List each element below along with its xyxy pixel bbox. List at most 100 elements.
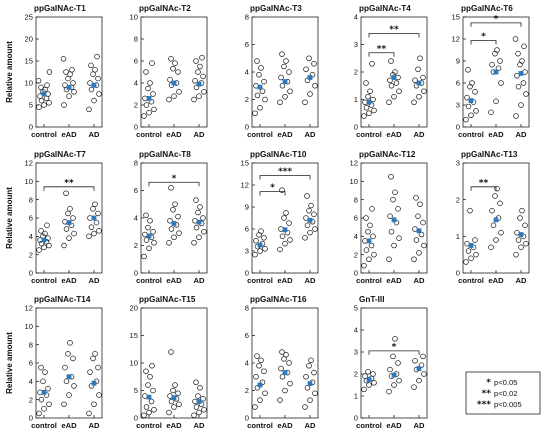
data-point <box>90 206 96 212</box>
data-point <box>63 378 70 385</box>
legend-frame <box>465 371 541 415</box>
data-point <box>370 233 376 240</box>
data-point <box>61 102 67 108</box>
data-point <box>46 401 52 408</box>
data-point <box>200 395 206 402</box>
data-point <box>256 232 262 238</box>
data-point <box>172 201 178 208</box>
data-point <box>361 262 367 269</box>
data-point <box>306 207 312 214</box>
panel-title: ppGalNAc-T4 <box>359 4 411 13</box>
mean-marker <box>66 85 72 90</box>
data-point <box>172 382 178 388</box>
y-tick-label: 10 <box>25 177 33 186</box>
y-tick-label: 6 <box>245 331 249 340</box>
y-tick-label: 0 <box>134 123 138 132</box>
data-point <box>281 63 287 70</box>
y-tick-label: 25 <box>25 13 33 22</box>
data-point <box>286 220 292 226</box>
y-axis-label: Relative amount <box>5 332 14 394</box>
data-point <box>498 80 504 86</box>
data-point <box>262 390 268 397</box>
data-point <box>198 401 205 408</box>
data-point <box>87 369 93 375</box>
data-point <box>151 239 157 246</box>
data-point <box>412 77 418 84</box>
data-point <box>515 237 522 243</box>
data-point <box>256 362 262 369</box>
data-point <box>151 106 157 113</box>
y-tick-label: 0 <box>354 123 358 132</box>
data-point <box>368 102 375 108</box>
mean-marker <box>366 99 372 105</box>
x-tick-label: eAD <box>277 276 293 285</box>
y-tick-label: 2 <box>354 68 358 77</box>
data-point <box>36 104 42 110</box>
data-point <box>195 209 201 216</box>
mean-marker <box>518 232 524 237</box>
data-point <box>90 71 96 77</box>
data-point <box>416 93 422 100</box>
data-point <box>513 113 519 119</box>
data-point <box>258 228 264 234</box>
panel-title: ppGalNAc-T1 <box>34 4 86 13</box>
data-point <box>66 392 72 398</box>
y-tick-label: 3 <box>245 247 249 256</box>
data-point <box>519 207 525 214</box>
data-point <box>141 113 147 119</box>
y-tick-label: 4 <box>134 214 138 223</box>
data-point <box>515 83 522 90</box>
data-point <box>467 83 473 90</box>
data-point <box>175 69 181 75</box>
data-point <box>421 371 427 377</box>
panel-title: ppGalNAc-T15 <box>139 295 196 304</box>
y-tick-label: 6 <box>354 214 358 223</box>
significance-stars: ** <box>479 178 489 188</box>
x-tick-label: control <box>136 421 162 430</box>
y-tick-label: 12 <box>25 159 33 168</box>
data-point <box>494 47 500 53</box>
data-point <box>88 383 95 389</box>
data-point <box>421 88 427 95</box>
x-tick-label: eAD <box>488 276 504 285</box>
data-point <box>361 386 367 393</box>
data-point <box>464 94 470 101</box>
x-tick-label: AD <box>516 130 527 139</box>
data-point <box>252 251 258 258</box>
data-point <box>143 237 150 243</box>
panel-title: ppGalNAc-T2 <box>139 4 191 13</box>
mean-marker <box>91 380 97 386</box>
data-point <box>67 340 73 346</box>
data-point <box>473 251 479 258</box>
data-point <box>68 222 75 229</box>
x-tick-label: AD <box>414 421 425 430</box>
y-tick-label: 3 <box>456 159 460 168</box>
data-point <box>493 98 499 105</box>
data-point <box>146 245 152 252</box>
data-point <box>306 55 312 62</box>
y-tick-label: 12 <box>452 35 460 44</box>
data-point <box>277 99 283 106</box>
y-tick-label: 0 <box>456 123 460 132</box>
x-tick-label: eAD <box>386 130 402 139</box>
data-point <box>371 380 377 386</box>
data-point <box>197 204 203 210</box>
data-point <box>287 237 293 243</box>
y-tick-label: 4 <box>29 232 33 241</box>
data-point <box>36 410 42 417</box>
panel-title: GnT-III <box>359 295 384 304</box>
data-point <box>415 66 421 73</box>
data-point <box>71 383 77 389</box>
data-point <box>66 235 72 241</box>
y-tick-label: 1 <box>354 392 358 401</box>
data-point <box>193 404 200 410</box>
panel-ppgalnac-t15: ppGalNAc-T15 0 5 10 15 20 control eAD AD <box>130 295 208 430</box>
data-point <box>307 229 313 236</box>
data-point <box>262 246 268 252</box>
data-point <box>497 200 503 207</box>
data-point <box>70 355 76 362</box>
x-tick-label: eAD <box>166 276 182 285</box>
data-point <box>370 96 376 103</box>
data-point <box>166 96 172 103</box>
y-tick-label: 4 <box>29 377 33 386</box>
